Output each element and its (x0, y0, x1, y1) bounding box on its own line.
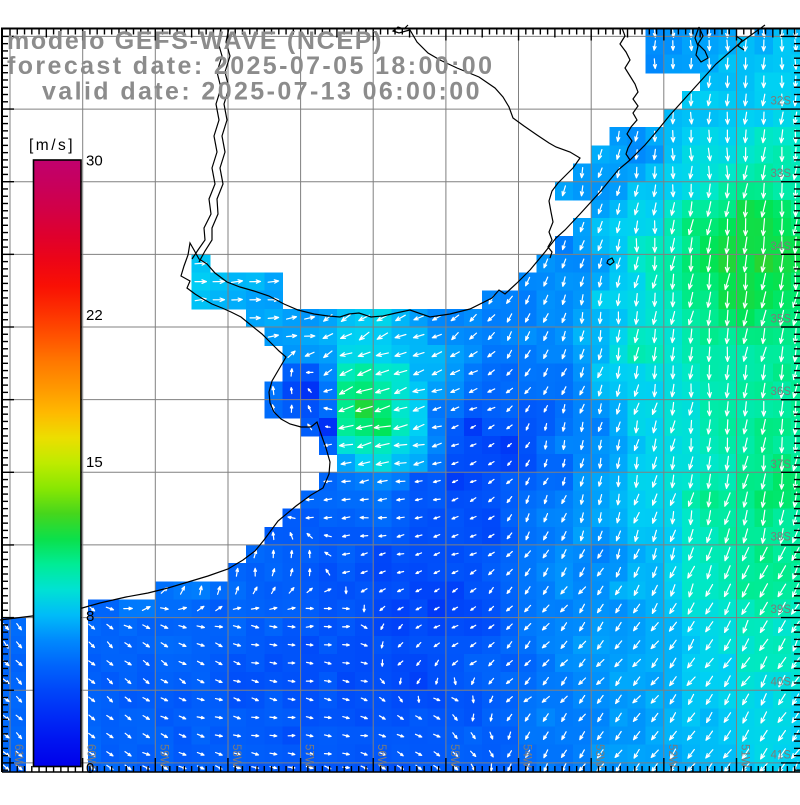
svg-text:32S: 32S (771, 96, 792, 108)
svg-text:35S: 35S (771, 314, 792, 326)
svg-text:51W: 51W (739, 744, 751, 768)
svg-text:37S: 37S (771, 459, 792, 471)
svg-text:60W: 60W (85, 744, 97, 768)
svg-text:57W: 57W (303, 744, 315, 768)
svg-text:53W: 53W (593, 744, 605, 768)
svg-text:52W: 52W (666, 744, 678, 768)
svg-text:30: 30 (86, 153, 103, 170)
svg-text:forecast date: 2025-07-05 18:0: forecast date: 2025-07-05 18:00:00 (7, 52, 494, 80)
svg-text:39S: 39S (771, 604, 792, 616)
svg-text:0: 0 (86, 760, 94, 777)
svg-text:61W: 61W (12, 744, 24, 768)
svg-text:41S: 41S (771, 749, 792, 761)
svg-text:valid date: 2025-07-13 06:00:0: valid date: 2025-07-13 06:00:00 (42, 78, 482, 106)
svg-text:8: 8 (86, 608, 94, 625)
svg-text:59W: 59W (157, 744, 169, 768)
svg-text:34S: 34S (771, 241, 792, 253)
svg-text:33S: 33S (771, 168, 792, 180)
svg-text:56W: 56W (375, 744, 387, 768)
svg-text:54W: 54W (521, 744, 533, 768)
svg-text:58W: 58W (230, 744, 242, 768)
svg-text:modelo GEFS-WAVE (NCEP): modelo GEFS-WAVE (NCEP) (7, 27, 383, 55)
svg-text:15: 15 (86, 454, 103, 471)
svg-text:36S: 36S (771, 386, 792, 398)
svg-text:40S: 40S (771, 677, 792, 689)
svg-text:55W: 55W (448, 744, 460, 768)
svg-text:[m/s]: [m/s] (29, 137, 75, 154)
svg-text:38S: 38S (771, 531, 792, 543)
svg-text:22: 22 (86, 307, 103, 324)
